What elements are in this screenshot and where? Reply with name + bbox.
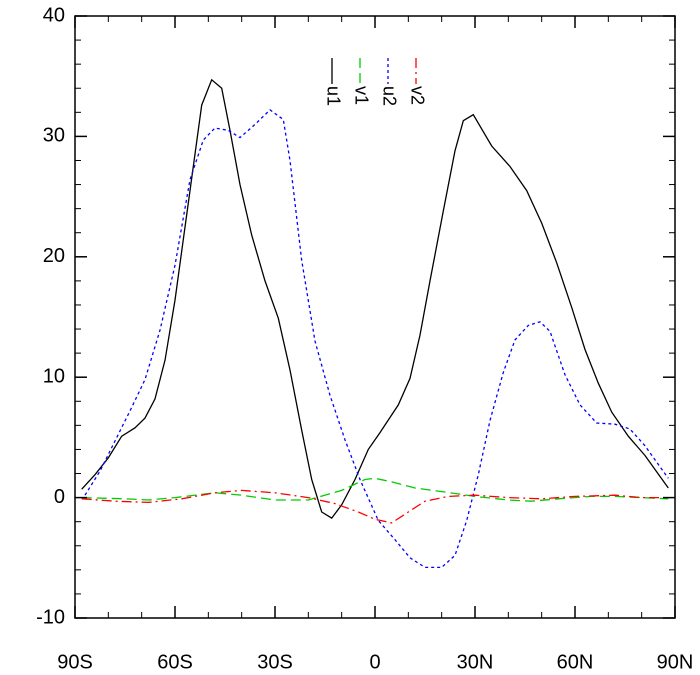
x-tick-label: 30N [457, 651, 494, 673]
y-tick-label: -10 [36, 606, 65, 628]
x-tick-label: 60N [557, 651, 594, 673]
y-tick-label: 40 [43, 4, 65, 26]
plot-frame [74, 15, 676, 619]
y-tick-label: 0 [54, 486, 65, 508]
legend-label: v1 [351, 86, 371, 105]
legend-label: u1 [323, 86, 343, 106]
x-tick-label: 30S [257, 651, 293, 673]
y-tick-label: 30 [43, 125, 65, 147]
y-tick-label: 10 [43, 365, 65, 387]
legend-label: u2 [379, 86, 399, 106]
x-tick-label: 90N [657, 651, 694, 673]
y-tick-label: 20 [43, 245, 65, 267]
x-tick-label: 90S [57, 651, 93, 673]
line-v2 [81, 489, 669, 524]
legend-label: v2 [407, 86, 427, 105]
line-v1 [81, 477, 669, 502]
x-tick-label: 0 [369, 651, 380, 673]
legend: u1 v1 u2 v2 [323, 58, 427, 106]
x-tick-label: 60S [157, 651, 193, 673]
line-u1 [81, 78, 669, 519]
line-u2 [84, 109, 669, 569]
